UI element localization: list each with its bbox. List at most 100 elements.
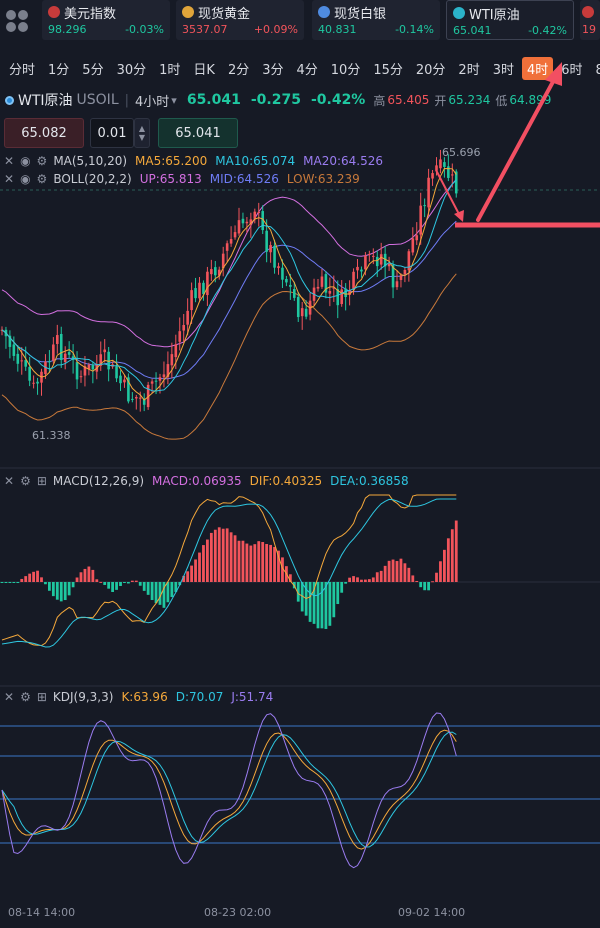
candle-body	[71, 356, 75, 360]
menu-grid-icon[interactable]	[4, 8, 30, 34]
ticker-card-wti[interactable]: WTI原油 65.041 -0.42%	[446, 0, 574, 40]
timeframe-tab[interactable]: 15分	[373, 62, 403, 78]
candle-body	[99, 354, 103, 366]
timeframe-tab[interactable]: 6时	[561, 62, 583, 78]
macd-bar	[443, 549, 446, 582]
candle-body	[59, 333, 63, 361]
macd-bar	[115, 582, 118, 590]
candle-body	[16, 353, 20, 364]
candle-body	[206, 271, 209, 296]
timeframe-tab[interactable]: 3分	[262, 62, 284, 78]
macd-name: MACD(12,26,9)	[52, 474, 145, 488]
candle-body	[265, 230, 268, 252]
macd-bar	[158, 582, 162, 605]
candle-body	[277, 266, 280, 269]
macd-bar	[446, 538, 450, 582]
timeframe-tab[interactable]: 3时	[492, 62, 514, 78]
symbol-name[interactable]: WTI原油	[18, 93, 73, 109]
timeframe-tab[interactable]: 30分	[116, 62, 147, 78]
close-icon[interactable]: ✕	[4, 690, 15, 704]
close-icon[interactable]: ✕	[4, 172, 15, 186]
eye-icon[interactable]: ◉	[20, 172, 31, 186]
candle-body	[225, 243, 229, 251]
gear-icon[interactable]: ⚙	[20, 690, 31, 704]
ma5-line	[1, 167, 457, 401]
timeframe-tab[interactable]: 日K	[193, 62, 215, 78]
candle-body	[75, 362, 79, 380]
macd-bar	[245, 543, 249, 582]
macd-pane	[0, 494, 458, 648]
expand-icon[interactable]: ⊞	[36, 474, 47, 488]
chevron-down-icon[interactable]: ▾	[171, 93, 177, 107]
macd-bar	[127, 582, 130, 584]
candle-body	[316, 286, 320, 289]
timeframe-tab[interactable]: 10分	[330, 62, 361, 78]
timeframe-tab[interactable]: 4分	[296, 62, 318, 78]
boll-up-value: UP:65.813	[139, 172, 202, 186]
macd-bar	[198, 552, 201, 582]
candle-body	[443, 162, 446, 167]
close-icon[interactable]: ✕	[4, 154, 15, 168]
candle-body	[289, 284, 292, 287]
macd-bar	[111, 582, 114, 592]
close-icon[interactable]: ✕	[4, 474, 15, 488]
candle-body	[324, 274, 328, 293]
sell-price-button[interactable]: 65.082	[4, 118, 84, 148]
macd-bar	[395, 561, 399, 582]
expand-icon[interactable]: ⊞	[36, 690, 47, 704]
macd-bar	[59, 582, 63, 602]
interval-select[interactable]: 4小时	[135, 94, 170, 110]
timeframe-tab[interactable]: 2时	[458, 62, 480, 78]
candle-body	[190, 290, 193, 311]
candle-body	[411, 238, 415, 253]
arrow-up-head	[545, 62, 562, 86]
buy-price-button[interactable]: 65.041	[158, 118, 238, 148]
ticker-price: 40.831	[318, 23, 357, 36]
timeframe-tab[interactable]: 分时	[9, 62, 36, 78]
dif-line	[1, 494, 457, 647]
ma10-line	[1, 179, 457, 392]
timeframe-tab[interactable]: 8时	[595, 62, 600, 78]
gear-icon[interactable]: ⚙	[20, 474, 31, 488]
symbol-code: USOIL	[76, 92, 119, 108]
stepper-up-icon[interactable]: ▲	[138, 124, 146, 133]
timeframe-tab[interactable]: 1时	[159, 62, 181, 78]
candle-body	[174, 344, 178, 358]
ticker-card-gold[interactable]: 现货黄金 3537.07 +0.09%	[176, 0, 304, 40]
gear-icon[interactable]: ⚙	[36, 172, 48, 186]
candle-body	[257, 211, 261, 214]
timeframe-tab[interactable]: 1分	[48, 62, 70, 78]
macd-bar	[241, 540, 245, 582]
candle-body	[52, 344, 55, 361]
macd-bar	[99, 581, 103, 583]
stepper-down-icon[interactable]: ▼	[138, 133, 146, 142]
macd-bar	[237, 540, 241, 582]
ticker-card-partial[interactable]: 19	[580, 0, 600, 40]
macd-bar	[233, 535, 237, 582]
timeframe-tab[interactable]: 4时	[521, 56, 554, 80]
candle-body	[79, 376, 83, 378]
macd-bar	[356, 577, 359, 582]
silver-icon	[318, 6, 330, 18]
oil-icon	[453, 7, 465, 19]
candle-body	[320, 276, 324, 287]
candle-body	[28, 366, 31, 381]
eye-icon[interactable]: ◉	[20, 154, 31, 168]
candle-body	[273, 245, 276, 268]
quantity-stepper[interactable]: ▲ ▼	[134, 118, 150, 148]
gear-icon[interactable]: ⚙	[36, 154, 48, 168]
ticker-name: WTI原油	[469, 7, 520, 23]
ticker-card-usd-index[interactable]: 美元指数 98.296 -0.03%	[42, 0, 170, 40]
timeframe-tab[interactable]: 5分	[82, 62, 104, 78]
low-marker-label: 61.338	[32, 429, 71, 442]
quantity-input[interactable]: 0.01	[90, 118, 134, 148]
candle-body	[304, 308, 308, 317]
candle-body	[237, 220, 241, 234]
candle-body	[135, 397, 138, 399]
macd-bar	[79, 572, 83, 582]
candle-body	[296, 296, 300, 318]
ticker-card-silver[interactable]: 现货白银 40.831 -0.14%	[312, 0, 440, 40]
timeframe-tab[interactable]: 2分	[227, 62, 250, 78]
timeframe-tab[interactable]: 20分	[415, 62, 446, 78]
